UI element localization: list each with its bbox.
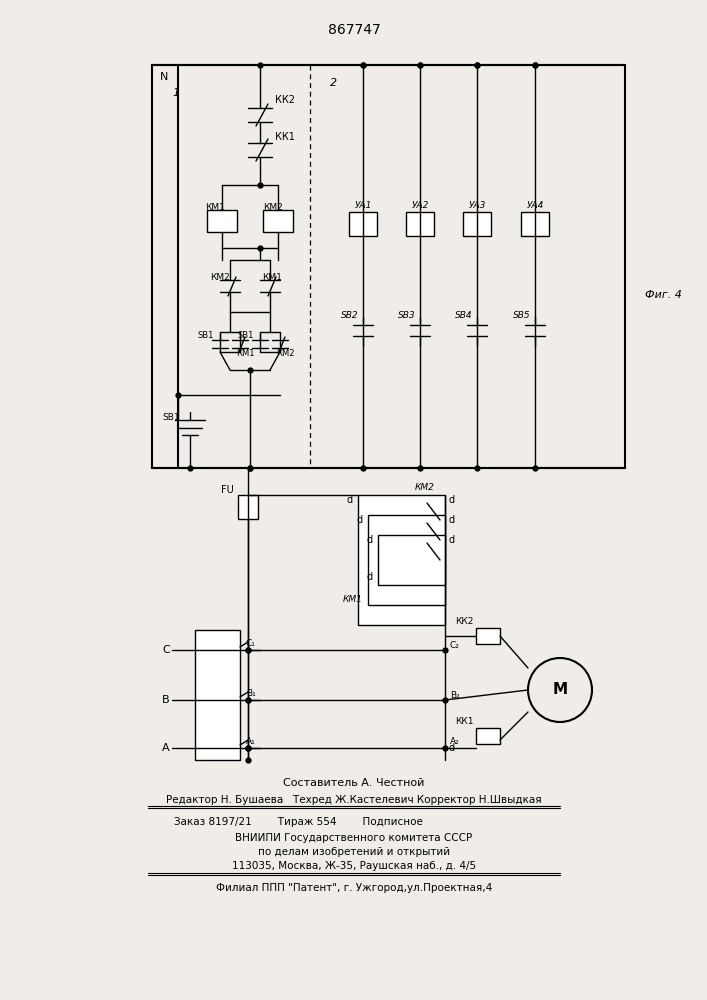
Text: КМ2: КМ2 (210, 272, 230, 282)
Text: C: C (162, 645, 170, 655)
Text: B: B (162, 695, 170, 705)
Bar (463, 212, 491, 236)
Text: Заказ 8197/21        Тираж 554        Подписное: Заказ 8197/21 Тираж 554 Подписное (174, 817, 423, 827)
Bar (476, 728, 500, 744)
Text: КМ2: КМ2 (276, 350, 295, 359)
Text: d: d (367, 572, 373, 582)
Bar (476, 628, 500, 644)
Text: SB1: SB1 (198, 332, 214, 340)
Bar (368, 515, 445, 605)
Bar (349, 212, 377, 236)
Text: d: d (449, 535, 455, 545)
Text: КМ1: КМ1 (236, 350, 255, 359)
Text: КМ2: КМ2 (415, 483, 435, 491)
Bar (358, 495, 445, 625)
Bar (207, 210, 237, 232)
Text: SB4: SB4 (455, 310, 472, 320)
Text: УА3: УА3 (468, 200, 486, 210)
Text: 1: 1 (172, 88, 179, 98)
Text: d: d (367, 535, 373, 545)
Text: Филиал ППП "Патент", г. Ужгород,ул.Проектная,4: Филиал ППП "Патент", г. Ужгород,ул.Проек… (216, 883, 492, 893)
Bar (152, 65, 625, 468)
Text: 867747: 867747 (327, 23, 380, 37)
Text: d: d (449, 515, 455, 525)
Text: SB2: SB2 (341, 310, 358, 320)
Text: КМ1: КМ1 (343, 595, 363, 604)
Text: по делам изобретений и открытий: по делам изобретений и открытий (258, 847, 450, 857)
Text: Фиг. 4: Фиг. 4 (645, 290, 682, 300)
Text: B₁: B₁ (246, 690, 256, 698)
Text: М: М (552, 682, 568, 698)
Text: d: d (449, 495, 455, 505)
Text: Редактор Н. Бушаева   Техред Ж.Кастелевич Корректор Н.Швыдкая: Редактор Н. Бушаева Техред Ж.Кастелевич … (166, 795, 542, 805)
Text: УА2: УА2 (411, 200, 428, 210)
Bar (238, 495, 258, 519)
Text: C₁: C₁ (246, 640, 256, 648)
Text: A₁: A₁ (246, 738, 256, 746)
Text: 113035, Москва, Ж-35, Раушская наб., д. 4/5: 113035, Москва, Ж-35, Раушская наб., д. … (232, 861, 476, 871)
Bar (521, 212, 549, 236)
Text: КК1: КК1 (455, 718, 474, 726)
Bar (378, 535, 445, 585)
Text: УА1: УА1 (354, 200, 372, 210)
Text: КМ1: КМ1 (205, 204, 225, 213)
Text: КМ1: КМ1 (262, 272, 282, 282)
Text: КМ2: КМ2 (263, 204, 283, 213)
Bar (263, 210, 293, 232)
Text: КК2: КК2 (275, 95, 295, 105)
Text: SB1: SB1 (162, 412, 180, 422)
Text: d: d (347, 495, 353, 505)
Text: N: N (160, 72, 168, 82)
Text: ВНИИПИ Государственного комитета СССР: ВНИИПИ Государственного комитета СССР (235, 833, 472, 843)
Text: КК1: КК1 (275, 132, 295, 142)
Text: Составитель А. Честной: Составитель А. Честной (284, 778, 425, 788)
Text: d: d (357, 515, 363, 525)
Text: C₂: C₂ (450, 641, 460, 650)
Text: 2: 2 (330, 78, 337, 88)
Text: SB1: SB1 (238, 332, 255, 340)
Text: FU: FU (221, 485, 234, 495)
Text: d: d (449, 743, 455, 753)
Text: SB5: SB5 (513, 310, 531, 320)
Text: A₂: A₂ (450, 738, 460, 746)
Text: A: A (162, 743, 170, 753)
Bar (406, 212, 434, 236)
Text: SB3: SB3 (398, 310, 416, 320)
Text: КК2: КК2 (455, 617, 474, 626)
Bar (195, 630, 240, 760)
Text: УА4: УА4 (526, 200, 544, 210)
Text: B₂: B₂ (450, 690, 460, 700)
